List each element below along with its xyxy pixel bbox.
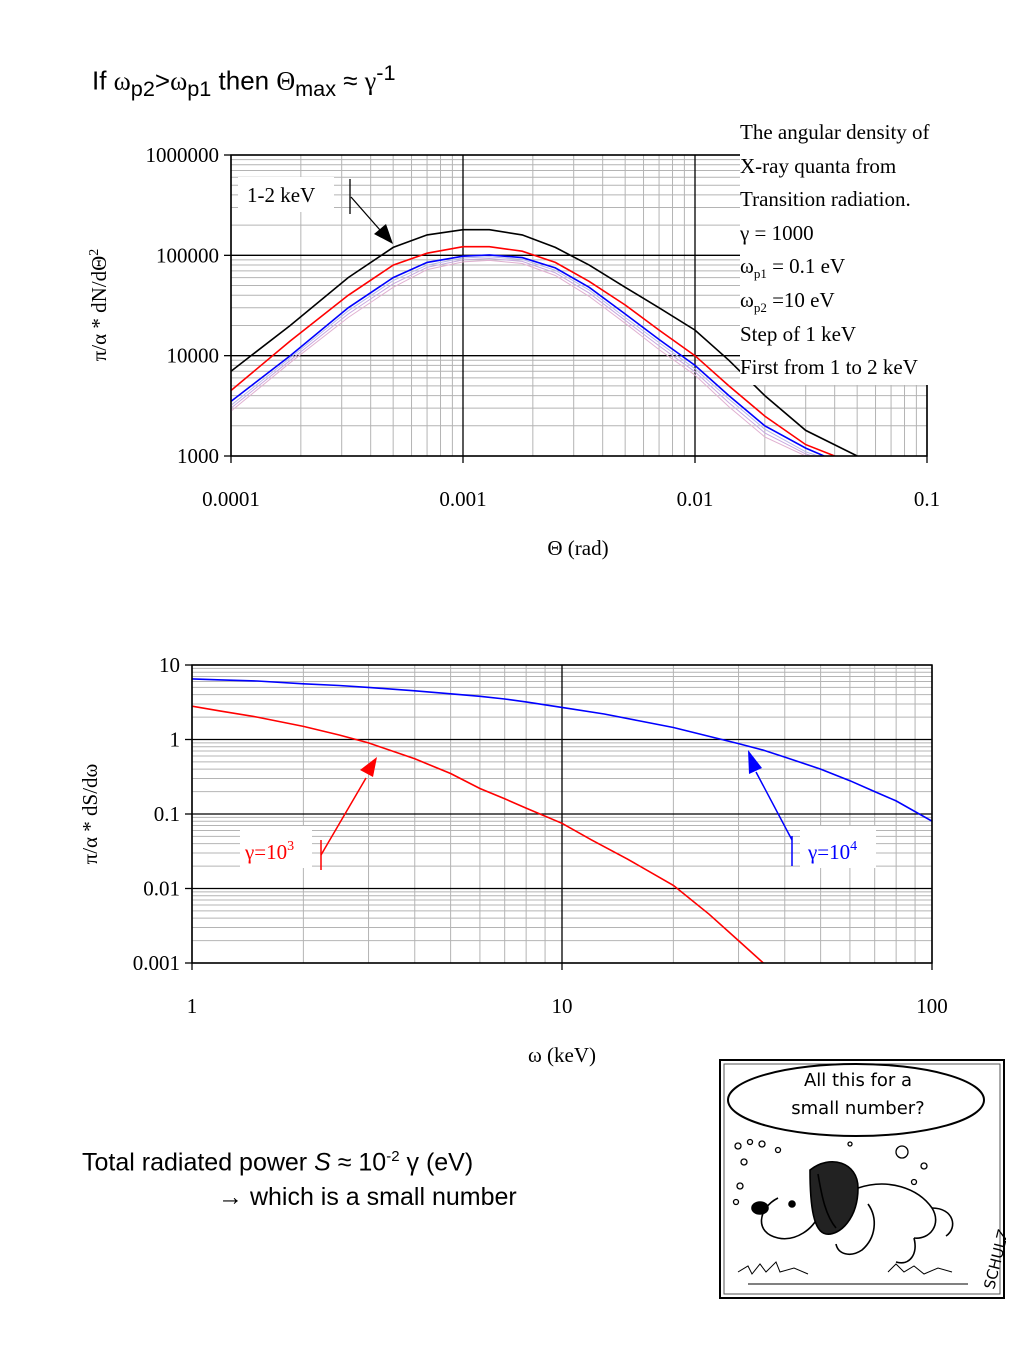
radiated-power-chart: 1 10 100 0.001 0.01 0.1 1 10 ω (keV) π/α * dS/d… bbox=[78, 653, 948, 1067]
blue-label-bg bbox=[800, 826, 876, 868]
chart2-ylabel: π/α * dS/dω bbox=[78, 764, 102, 865]
red-label-bg bbox=[240, 826, 312, 868]
annotation-arrow-line bbox=[350, 196, 381, 231]
x-tick-label: 100 bbox=[916, 994, 948, 1018]
blue-arrow-line bbox=[755, 771, 793, 841]
chart2-series bbox=[192, 678, 932, 963]
red-arrow-line bbox=[320, 777, 367, 856]
footer-line-2: → which is a small number bbox=[218, 1183, 517, 1211]
gamma-1e4-label: γ=104 bbox=[807, 839, 857, 864]
chart1-ylabel: π/α * dN/dΘ2 bbox=[87, 249, 111, 362]
chart1-tick-labels: 0.0001 0.001 0.01 0.1 1000 10000 100000 1000000 bbox=[146, 143, 941, 511]
series-line-1 bbox=[192, 705, 764, 963]
grass-lines bbox=[737, 1261, 968, 1285]
series-line-1 bbox=[231, 245, 835, 456]
x-tick-label: 1 bbox=[187, 994, 198, 1018]
series-line-2 bbox=[231, 254, 825, 456]
blue-arrowhead bbox=[748, 750, 762, 774]
annotation-arrowhead bbox=[374, 224, 393, 244]
y-tick-label: 10 bbox=[159, 653, 180, 677]
cartoon-image: All this for a small number? SCHULZ bbox=[719, 1059, 1006, 1299]
info-box: The angular density of X-ray quanta from… bbox=[740, 116, 930, 385]
angular-density-chart: 0.0001 0.001 0.01 0.1 1000 10000 100000 1000000… bbox=[87, 143, 941, 560]
y-tick-label: 0.01 bbox=[143, 877, 180, 901]
x-tick-label: 10 bbox=[552, 994, 573, 1018]
annotation-1-2-kev: 1-2 keV bbox=[247, 183, 315, 207]
y-tick-label: 10000 bbox=[167, 344, 220, 368]
gamma-1e3-label: γ=103 bbox=[244, 839, 294, 864]
y-tick-label: 1000000 bbox=[146, 143, 220, 167]
chart1-xlabel: Θ (rad) bbox=[547, 536, 608, 560]
chart2-tick-labels: 1 10 100 0.001 0.01 0.1 1 10 bbox=[133, 653, 948, 1018]
y-tick-label: 1000 bbox=[177, 444, 219, 468]
chart2-grid bbox=[185, 664, 933, 970]
thought-dots bbox=[732, 1138, 928, 1206]
slide-title: If ωp2>ωp1 then Θmax ≈ γ-1 bbox=[92, 60, 396, 101]
chart2-frame bbox=[191, 664, 933, 964]
x-tick-label: 0.1 bbox=[914, 487, 940, 511]
y-tick-label: 100000 bbox=[156, 243, 219, 267]
series-line-0 bbox=[192, 678, 932, 822]
x-tick-label: 0.001 bbox=[439, 487, 486, 511]
y-tick-label: 0.1 bbox=[154, 802, 180, 826]
annotation-bg bbox=[238, 177, 334, 212]
series-line-3 bbox=[231, 256, 819, 456]
y-tick-label: 1 bbox=[170, 728, 181, 752]
chart1-series bbox=[231, 228, 858, 456]
red-arrowhead bbox=[360, 757, 377, 777]
bubble-line-2: small number? bbox=[791, 1098, 924, 1119]
y-tick-label: 0.001 bbox=[133, 951, 180, 975]
series-line-4 bbox=[231, 257, 813, 456]
bubble-line-1: All this for a bbox=[804, 1070, 912, 1091]
chart2-xlabel: ω (keV) bbox=[528, 1043, 596, 1067]
series-line-5 bbox=[231, 259, 806, 456]
thought-bubble bbox=[727, 1063, 985, 1137]
x-tick-label: 0.01 bbox=[677, 487, 714, 511]
footer-line-1: Total radiated power S ≈ 10-2 γ (eV) bbox=[82, 1148, 474, 1177]
snoopy-drawing bbox=[751, 1160, 954, 1264]
x-tick-label: 0.0001 bbox=[202, 487, 260, 511]
